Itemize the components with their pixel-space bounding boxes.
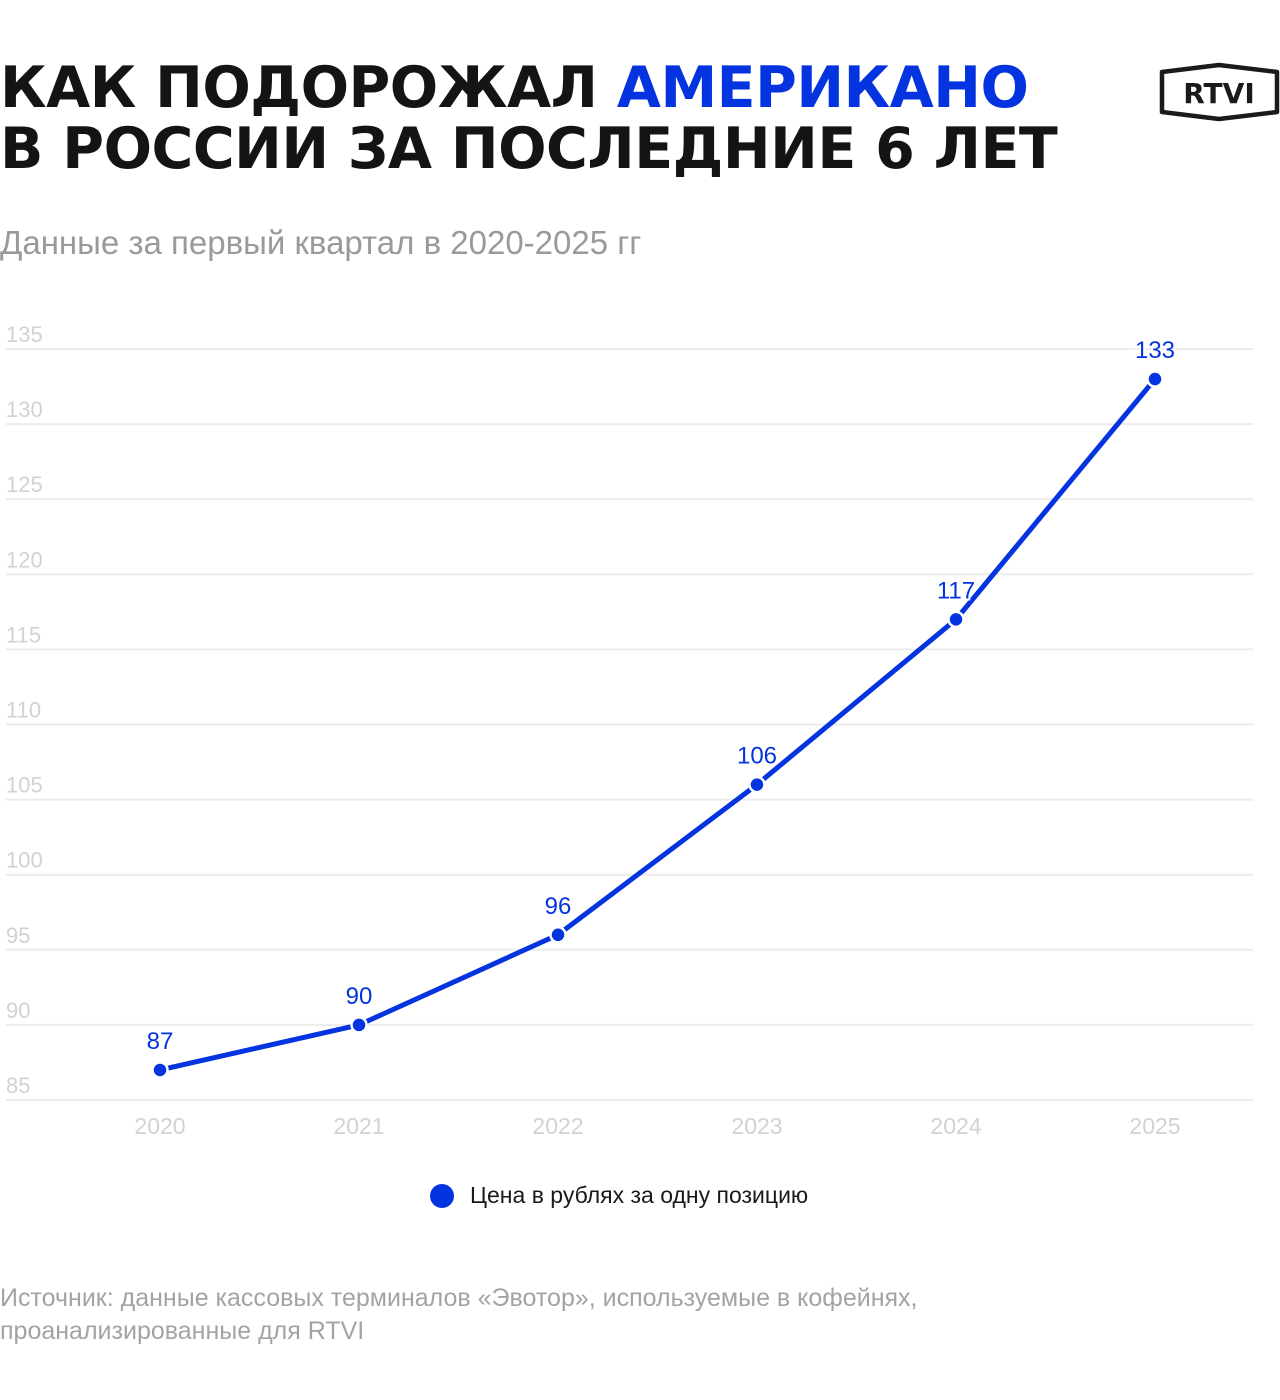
data-label: 87 [147,1028,174,1055]
rtvi-logo: RTVI [1159,62,1280,122]
x-tick-label: 2025 [1129,1113,1180,1139]
x-tick-label: 2023 [731,1113,782,1139]
logo-text: RTVI [1183,77,1255,110]
subtitle: Данные за первый квартал в 2020-2025 гг [0,224,642,261]
legend: Цена в рублях за одну позицию [430,1182,808,1209]
data-point [151,1061,169,1079]
source-line-1: Источник: данные кассовых терминалов «Эв… [0,1284,918,1312]
x-tick-label: 2024 [930,1113,981,1139]
x-tick-label: 2022 [532,1113,583,1139]
y-tick-label: 115 [6,622,41,647]
data-point [748,775,766,794]
data-label: 106 [737,743,777,770]
y-tick-label: 100 [6,848,43,873]
y-tick-label: 105 [6,773,43,798]
rtvi-logo-mark: RTVI [1159,62,1280,122]
x-tick-label: 2021 [333,1113,384,1139]
y-tick-label: 110 [6,698,41,723]
data-label: 117 [937,577,975,604]
data-point [549,926,567,944]
data-label: 90 [346,983,373,1010]
legend-marker [430,1183,454,1208]
y-tick-label: 125 [6,472,43,497]
data-point [1146,370,1164,388]
title-accent: АМЕРИКАНО [616,55,1029,121]
y-tick-label: 130 [6,397,43,422]
data-label: 96 [545,893,572,920]
y-tick-label: 120 [6,547,43,572]
data-point [350,1016,368,1034]
source-note: Источник: данные кассовых терминалов «Эв… [0,1282,1200,1348]
line-chart: 135 130 125 120 115 110 105 100 95 90 85 2020 2021 20… [6,322,1253,1139]
legend-label: Цена в рублях за одну позицию [470,1182,809,1208]
y-tick-label: 85 [6,1073,30,1098]
x-tick-label: 2020 [134,1113,185,1139]
y-tick-label: 90 [6,998,30,1023]
title-part-1: КАК ПОДОРОЖАЛ [0,55,617,121]
title-part-2: В РОССИИ ЗА ПОСЛЕДНИЕ 6 ЛЕТ [0,116,1058,182]
source-line-2: проанализированные для RTVI [0,1317,365,1345]
y-tick-label: 95 [6,923,30,948]
data-point [947,610,965,629]
series-line [157,376,1158,1073]
y-tick-label: 135 [6,322,43,347]
page-title: КАК ПОДОРОЖАЛ АМЕРИКАНО В РОССИИ ЗА ПОСЛ… [0,58,1120,180]
data-label: 133 [1135,337,1175,364]
